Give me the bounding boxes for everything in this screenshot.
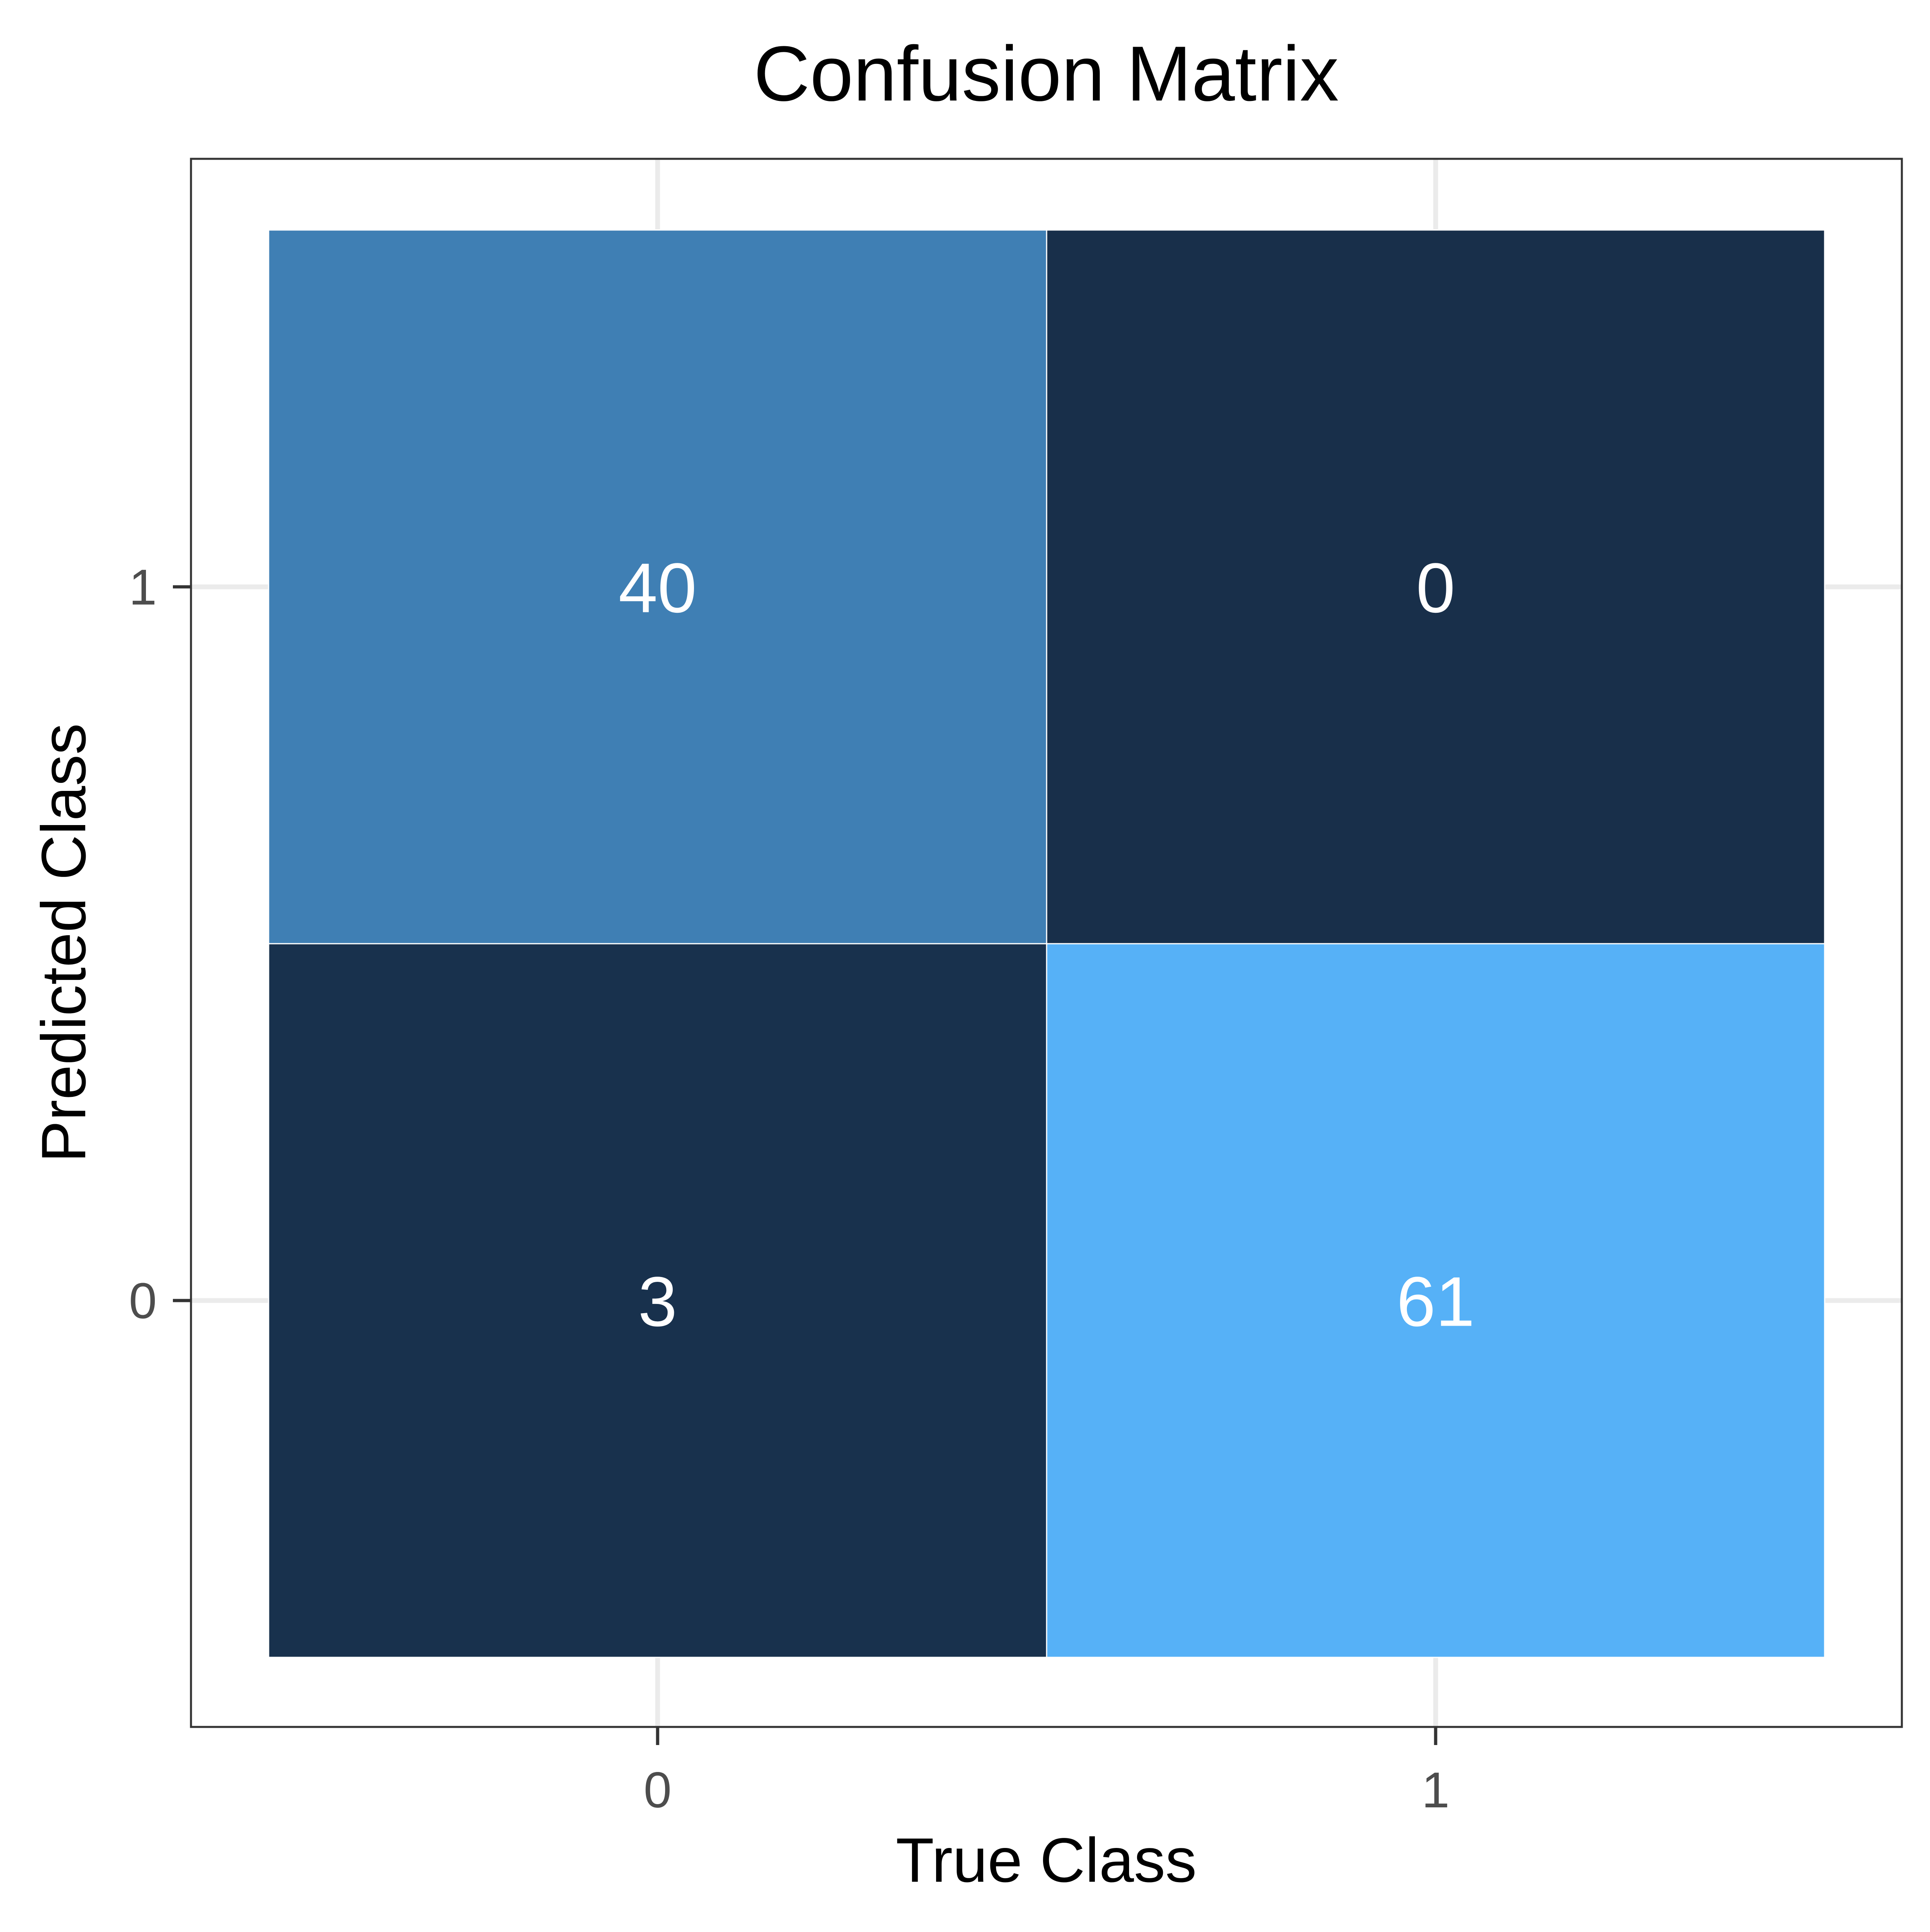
- y-axis-title: Predicted Class: [29, 723, 99, 1162]
- chart-title: Confusion Matrix: [754, 30, 1339, 117]
- y-tick-label-0: 0: [129, 1273, 157, 1329]
- x-tick-label-1: 1: [1422, 1762, 1450, 1818]
- heatmap-cell-true-1-pred-0: [1046, 943, 1825, 1658]
- cell-value-label-true-0-pred-1: 40: [618, 549, 697, 628]
- cell-value-labels: 40 0 3 61: [618, 549, 1475, 1341]
- x-axis-title: True Class: [896, 1825, 1197, 1895]
- cell-value-label-true-1-pred-0: 61: [1396, 1263, 1475, 1341]
- panel-border: [190, 158, 1903, 1728]
- axis-ticks: 0 1 0 1: [129, 560, 1450, 1819]
- heatmap-cells: [268, 229, 1825, 1658]
- heatmap-cell-true-1-pred-1: [1046, 229, 1825, 944]
- y-tick-label-1: 1: [129, 560, 157, 616]
- cell-value-label-true-0-pred-0: 3: [638, 1263, 677, 1341]
- heatmap-cell-true-0-pred-0: [268, 943, 1047, 1658]
- cell-value-label-true-1-pred-1: 0: [1416, 549, 1455, 628]
- x-tick-label-0: 0: [644, 1762, 672, 1818]
